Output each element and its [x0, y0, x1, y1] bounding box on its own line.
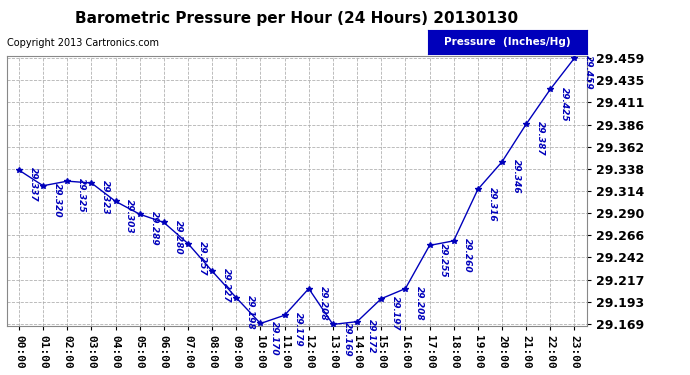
Text: Barometric Pressure per Hour (24 Hours) 20130130: Barometric Pressure per Hour (24 Hours) …	[75, 11, 518, 26]
Text: 29.346: 29.346	[512, 159, 521, 194]
Text: 29.208: 29.208	[415, 286, 424, 321]
Text: Copyright 2013 Cartronics.com: Copyright 2013 Cartronics.com	[7, 38, 159, 48]
Text: 29.303: 29.303	[126, 199, 135, 233]
Text: 29.170: 29.170	[270, 321, 279, 356]
Text: 29.260: 29.260	[464, 238, 473, 273]
Text: 29.255: 29.255	[440, 243, 449, 277]
Text: 29.325: 29.325	[77, 178, 86, 213]
Text: 29.289: 29.289	[150, 211, 159, 246]
Text: 29.179: 29.179	[295, 312, 304, 347]
Text: Pressure  (Inches/Hg): Pressure (Inches/Hg)	[444, 37, 571, 47]
Text: 29.208: 29.208	[319, 286, 328, 321]
Text: 29.425: 29.425	[560, 87, 569, 121]
Text: 29.316: 29.316	[488, 187, 497, 221]
Text: 29.197: 29.197	[391, 296, 400, 330]
Text: 29.198: 29.198	[246, 295, 255, 330]
Text: 29.459: 29.459	[584, 55, 593, 90]
Text: 29.387: 29.387	[536, 122, 545, 156]
Text: 29.227: 29.227	[222, 268, 231, 303]
Text: 29.280: 29.280	[174, 220, 183, 254]
Text: 29.323: 29.323	[101, 180, 110, 215]
Text: 29.257: 29.257	[198, 241, 207, 276]
Text: 29.172: 29.172	[367, 319, 376, 354]
Text: 29.337: 29.337	[29, 167, 38, 202]
Text: 29.169: 29.169	[343, 322, 352, 356]
Text: 29.320: 29.320	[53, 183, 62, 218]
